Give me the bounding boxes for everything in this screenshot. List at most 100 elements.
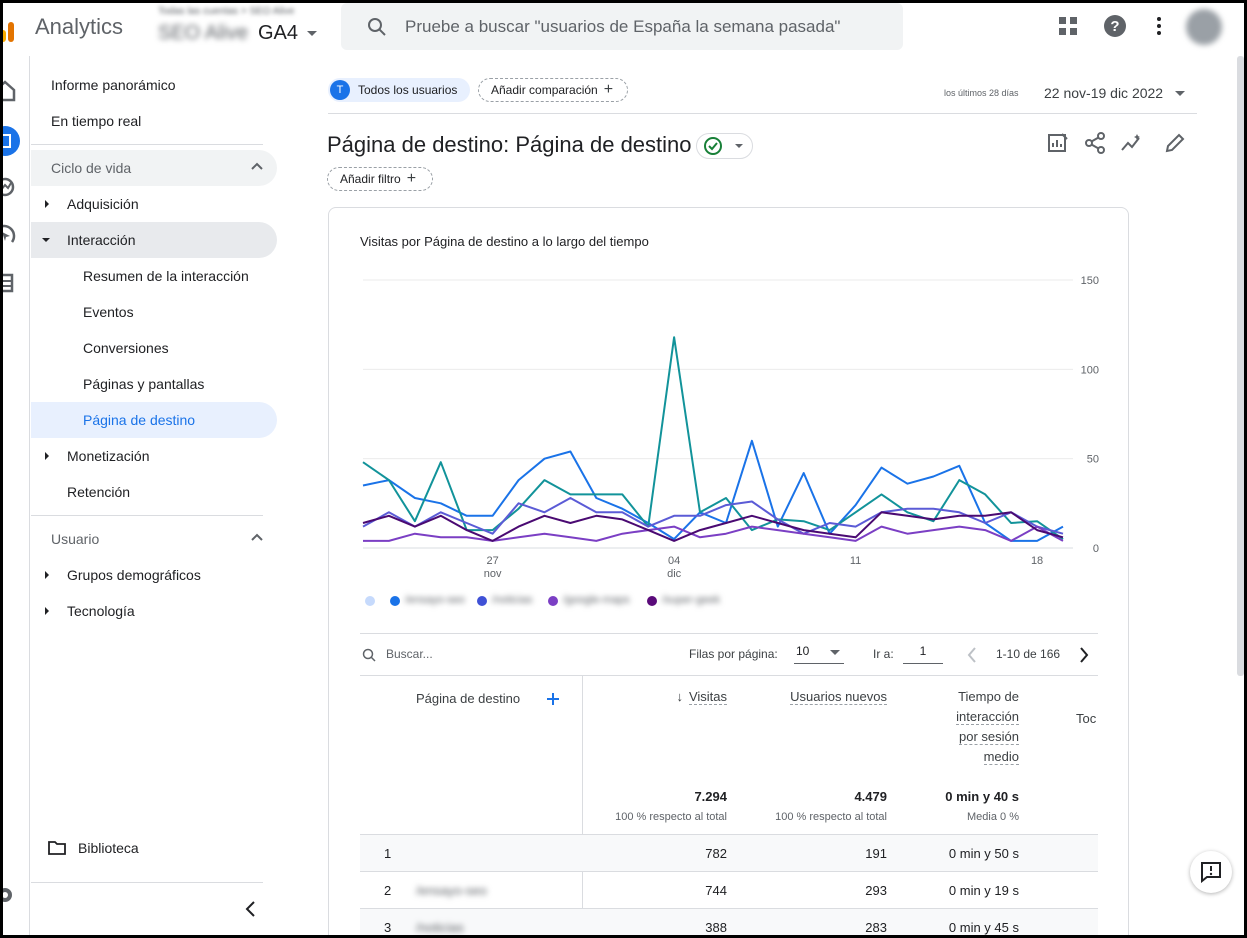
table-search-input[interactable]: Buscar...	[386, 647, 433, 661]
more-vert-icon[interactable]	[1147, 14, 1171, 38]
sidebar-item-label: Adquisición	[67, 196, 139, 212]
y-tick-label: 0	[1093, 543, 1099, 555]
row-index: 2	[384, 883, 392, 898]
section-label: Usuario	[51, 531, 100, 547]
sidebar-item-landing-page[interactable]: Página de destino	[31, 402, 277, 438]
legend-dot-series-3[interactable]	[548, 596, 558, 606]
settings-gear-icon[interactable]	[0, 884, 16, 906]
chevron-right-icon[interactable]	[1078, 646, 1090, 664]
sidebar-item-events[interactable]: Eventos	[31, 294, 277, 330]
explore-icon[interactable]	[0, 176, 16, 198]
sidebar-item-engagement[interactable]: Interacción	[31, 222, 277, 258]
sidebar-item-label: Conversiones	[83, 340, 169, 356]
section-user[interactable]: Usuario	[31, 521, 277, 557]
series-line	[362, 439, 1064, 542]
edit-pencil-icon[interactable]	[1164, 132, 1186, 154]
caret-down-icon	[735, 144, 743, 148]
library-link[interactable]: Biblioteca	[48, 840, 139, 856]
goto-page-input[interactable]: 1	[903, 644, 943, 664]
y-tick-label: 100	[1081, 364, 1099, 376]
top-bar: Analytics Todas las cuentas > SEO Alive …	[0, 0, 1247, 56]
sidebar-item-label: Monetización	[67, 448, 150, 464]
collapse-sidebar-icon[interactable]	[243, 899, 257, 919]
account-breadcrumb[interactable]: Todas las cuentas > SEO Alive	[158, 6, 295, 17]
table-row[interactable]: 2 /ensayo-seo 744 293 0 min y 19 s	[360, 871, 1098, 908]
add-filter-button[interactable]: Añadir filtro +	[327, 167, 433, 191]
sidebar-item-technology[interactable]: Tecnología	[31, 593, 277, 629]
scrollbar[interactable]	[1237, 56, 1244, 676]
date-range-hint: los últimos 28 días	[944, 88, 1019, 98]
feedback-icon	[1201, 862, 1221, 883]
advertising-icon[interactable]	[0, 224, 16, 246]
sidebar-item-acquisition[interactable]: Adquisición	[31, 186, 277, 222]
legend-label-series-4: /super-geek	[662, 594, 721, 606]
add-dimension-icon[interactable]	[546, 692, 560, 706]
expand-arrow-icon	[45, 452, 49, 460]
x-tick-label: 18	[1031, 555, 1043, 567]
rows-per-page-select[interactable]: 10	[794, 644, 844, 664]
col-header-engagement-time[interactable]: Tiempo de interacción por sesión medio	[956, 687, 1019, 767]
home-icon[interactable]	[0, 80, 16, 102]
table-row[interactable]: 3 /noticias 388 283 0 min y 45 s	[360, 908, 1098, 938]
sidebar-item-pages-screens[interactable]: Páginas y pantallas	[31, 366, 277, 402]
customize-report-icon[interactable]	[1047, 132, 1069, 154]
page-title: Página de destino: Página de destino	[327, 132, 692, 157]
sidebar-item-overview[interactable]: Informe panorámico	[31, 67, 277, 103]
sidebar-divider	[31, 515, 263, 516]
table-rule	[360, 675, 1098, 676]
x-tick-label: dic	[667, 568, 682, 580]
account-name[interactable]: SEO Alive	[158, 22, 249, 44]
sidebar-item-demographics[interactable]: Grupos demográficos	[31, 557, 277, 593]
report-status-dropdown[interactable]	[696, 133, 753, 159]
col-header-label: Usuarios nuevos	[790, 689, 887, 705]
search-icon	[362, 648, 376, 662]
row-page[interactable]: /noticias	[416, 920, 464, 935]
row-page[interactable]: /ensayo-seo	[416, 883, 487, 898]
app-title[interactable]: Analytics	[35, 14, 124, 39]
sidebar-item-engagement-overview[interactable]: Resumen de la interacción	[31, 258, 277, 294]
row-visits: 782	[705, 846, 727, 861]
col-header-landing-page[interactable]: Página de destino	[416, 691, 521, 706]
y-tick-label: 50	[1087, 454, 1099, 466]
legend-dot-series-1[interactable]	[390, 596, 400, 606]
expand-arrow-icon	[45, 571, 49, 579]
legend-dot-series-4[interactable]	[647, 596, 657, 606]
list-icon[interactable]	[0, 272, 16, 294]
help-icon[interactable]: ?	[1103, 14, 1127, 38]
goto-label: Ir a:	[873, 647, 894, 661]
col-header-visits[interactable]: ↓ Visitas	[676, 687, 727, 707]
legend-dot-series-2[interactable]	[477, 596, 487, 606]
sidebar-item-realtime[interactable]: En tiempo real	[31, 103, 277, 139]
section-lifecycle[interactable]: Ciclo de vida	[31, 150, 277, 186]
reports-icon[interactable]	[0, 126, 20, 156]
col-header-line: medio	[983, 749, 1019, 765]
analytics-logo-icon[interactable]	[0, 14, 20, 42]
check-circle-icon	[704, 137, 722, 155]
property-selector[interactable]: GA4	[258, 22, 299, 44]
series-line	[362, 511, 1064, 542]
col-header-truncated[interactable]: Toc	[1076, 711, 1097, 726]
row-visits: 744	[705, 883, 727, 898]
add-comparison-button[interactable]: Añadir comparación +	[478, 78, 628, 102]
apps-grid-icon[interactable]	[1056, 14, 1080, 38]
dropdown-caret-icon[interactable]	[1175, 91, 1185, 96]
property-caret-icon[interactable]	[307, 31, 317, 36]
all-users-chip[interactable]: T Todos los usuarios	[328, 78, 470, 102]
sidebar-item-retention[interactable]: Retención	[31, 474, 277, 510]
sidebar-item-conversions[interactable]: Conversiones	[31, 330, 277, 366]
sidebar-item-monetization[interactable]: Monetización	[31, 438, 277, 474]
insights-icon[interactable]	[1120, 132, 1142, 154]
feedback-button[interactable]	[1190, 851, 1232, 893]
table-row[interactable]: 1 782 191 0 min y 50 s	[360, 834, 1098, 871]
chevron-left-icon[interactable]	[966, 646, 978, 664]
legend-label-series-1: /ensayo-seo	[405, 594, 465, 606]
date-range-selector[interactable]: 22 nov-19 dic 2022	[1044, 85, 1164, 101]
legend-dot-other[interactable]	[365, 596, 375, 606]
chip-label: Añadir filtro	[340, 172, 401, 186]
series-line	[363, 525, 1064, 542]
report-card: Visitas por Página de destino a lo largo…	[328, 207, 1129, 938]
col-header-new-users[interactable]: Usuarios nuevos	[790, 687, 887, 707]
share-icon[interactable]	[1084, 132, 1106, 154]
avatar[interactable]	[1186, 9, 1222, 45]
search-input[interactable]: Pruebe a buscar "usuarios de España la s…	[341, 3, 903, 50]
